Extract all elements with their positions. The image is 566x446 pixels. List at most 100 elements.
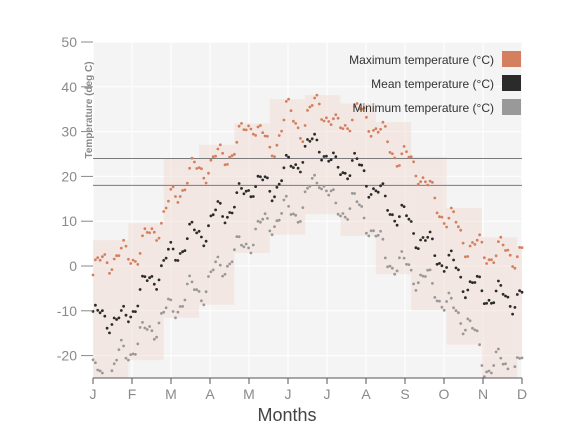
data-point (138, 252, 142, 255)
data-point (190, 280, 194, 284)
data-point (367, 234, 371, 238)
data-point (490, 258, 493, 262)
data-point (473, 281, 477, 284)
data-point (157, 278, 161, 282)
data-point (457, 311, 460, 315)
data-point (428, 268, 432, 272)
data-point (110, 323, 114, 326)
data-point (266, 176, 269, 180)
data-point (332, 151, 335, 155)
data-point (353, 192, 356, 195)
data-point (282, 166, 286, 170)
data-point (317, 186, 321, 190)
data-point (226, 215, 229, 219)
data-point (185, 237, 189, 241)
data-point (412, 160, 415, 164)
data-point (237, 182, 241, 185)
data-point (188, 274, 192, 278)
data-point (143, 275, 147, 278)
data-point (449, 206, 453, 210)
x-tick-label: A (205, 386, 215, 402)
data-point (303, 144, 307, 148)
data-point (386, 140, 389, 144)
data-point (464, 296, 467, 300)
data-point (471, 281, 474, 284)
data-point (433, 254, 437, 257)
data-point (435, 262, 439, 266)
data-point (214, 208, 218, 212)
data-point (398, 256, 401, 260)
data-point (367, 130, 371, 133)
series-min (91, 173, 524, 379)
data-point (431, 282, 434, 285)
data-point (176, 201, 180, 204)
data-point (96, 308, 100, 312)
data-point (419, 180, 422, 184)
data-point (315, 181, 319, 185)
data-point (240, 243, 243, 247)
data-point (445, 300, 448, 303)
data-point (310, 176, 314, 180)
data-point (112, 362, 116, 366)
legend-label-min: Minimum temperature (°C) (353, 101, 495, 115)
data-point (263, 212, 267, 216)
data-point (216, 200, 220, 203)
data-point (468, 280, 472, 284)
data-point (200, 299, 203, 303)
data-point (122, 238, 125, 242)
range-band (128, 223, 164, 361)
data-point (268, 145, 272, 149)
data-point (218, 201, 222, 205)
data-point (428, 179, 432, 183)
data-point (254, 185, 257, 189)
data-point (461, 290, 465, 293)
data-point (289, 164, 293, 168)
data-point (256, 219, 260, 223)
y-tick-label: 30 (61, 124, 77, 140)
data-point (287, 97, 290, 101)
data-point (320, 158, 323, 162)
data-point (402, 205, 406, 209)
data-point (287, 204, 290, 208)
data-point (98, 311, 102, 315)
data-point (471, 326, 474, 330)
data-point (478, 275, 481, 279)
data-point (320, 187, 323, 191)
data-point (475, 329, 479, 333)
data-point (433, 296, 437, 299)
data-point (228, 262, 232, 266)
data-point (513, 306, 517, 309)
data-point (398, 164, 401, 167)
data-point (313, 173, 316, 177)
data-point (254, 227, 257, 231)
data-point (353, 105, 356, 108)
data-point (426, 183, 430, 187)
data-point (200, 235, 203, 239)
data-point (280, 129, 283, 133)
data-point (277, 218, 281, 222)
data-point (211, 155, 215, 159)
range-band (305, 95, 341, 215)
data-point (181, 250, 185, 254)
data-point (91, 358, 95, 362)
data-point (249, 195, 253, 199)
data-point (136, 304, 140, 308)
data-point (421, 274, 425, 278)
data-point (320, 118, 323, 121)
data-point (402, 145, 406, 148)
data-point (230, 211, 234, 215)
data-point (322, 119, 326, 123)
data-point (322, 155, 326, 158)
x-tick-label: J (285, 386, 292, 402)
data-point (334, 201, 338, 205)
data-point (256, 125, 260, 129)
data-point (108, 271, 111, 275)
data-point (421, 176, 425, 180)
data-point (490, 371, 493, 375)
data-point (355, 200, 359, 204)
data-point (261, 178, 265, 182)
data-point (362, 106, 366, 110)
data-point (362, 216, 366, 220)
data-point (315, 138, 319, 142)
data-point (152, 282, 156, 286)
